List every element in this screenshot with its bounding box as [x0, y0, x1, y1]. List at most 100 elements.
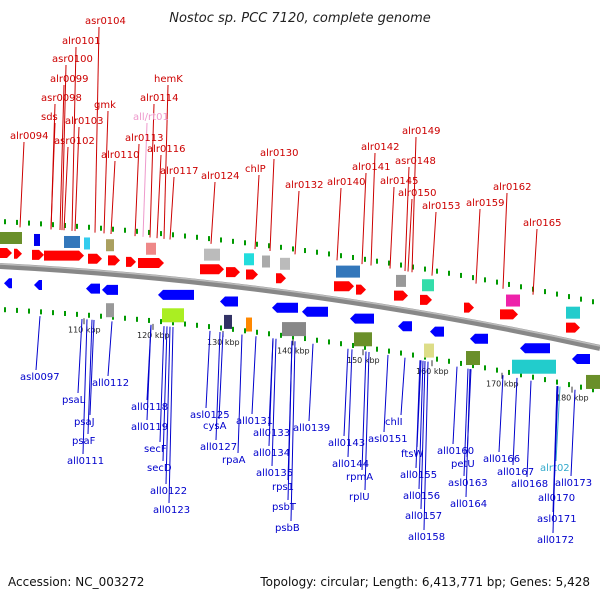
label-leader	[465, 368, 471, 498]
label-leader	[364, 351, 370, 491]
tick	[196, 322, 198, 328]
label-leader	[415, 360, 421, 469]
label-leader	[404, 166, 410, 272]
tick	[112, 226, 114, 232]
gene-block	[204, 248, 220, 261]
reverse-gene-label: all0135	[256, 468, 293, 479]
label-leader	[347, 349, 353, 458]
forward-gene-label: alr0124	[201, 171, 239, 182]
forward-gene-arrow	[500, 309, 518, 320]
tick	[280, 332, 282, 338]
label-leader	[287, 340, 293, 501]
reverse-gene-label: rpmA	[346, 472, 373, 483]
tick	[460, 360, 462, 366]
tick	[376, 346, 378, 352]
label-leader	[61, 64, 67, 231]
tick	[148, 317, 150, 323]
forward-gene-label: alr0132	[285, 180, 323, 191]
tick	[580, 384, 582, 390]
tick	[352, 254, 354, 260]
tick	[40, 221, 42, 227]
forward-gene-label: alr0114	[140, 93, 178, 104]
label-leader	[103, 110, 109, 234]
tick	[136, 228, 138, 234]
forward-gene-arrow	[420, 294, 432, 305]
tick	[172, 232, 174, 238]
tick	[76, 223, 78, 229]
tick	[100, 313, 102, 319]
tick	[388, 260, 390, 266]
tick	[88, 312, 90, 318]
reverse-gene-label: all0118	[131, 402, 168, 413]
label-leader	[336, 187, 342, 261]
reverse-gene-arrow	[34, 279, 42, 290]
gene-block	[244, 253, 254, 266]
label-leader	[294, 190, 300, 255]
tick	[400, 350, 402, 356]
gene-block	[146, 242, 156, 255]
kbp-label: 160 kbp	[416, 367, 449, 376]
label-leader	[169, 176, 175, 240]
tick	[244, 328, 246, 334]
reverse-gene-label: all0172	[537, 535, 574, 546]
label-leader	[452, 366, 458, 445]
reverse-gene-label: asl0125	[190, 410, 230, 421]
label-leader	[218, 332, 224, 420]
label-leader	[418, 360, 424, 490]
label-leader	[411, 136, 417, 273]
tick	[544, 289, 546, 295]
label-leader	[215, 331, 221, 441]
tick	[52, 310, 54, 316]
tick	[16, 307, 18, 313]
genome-title: Nostoc sp. PCC 7120, complete genome	[169, 11, 431, 26]
reverse-gene-arrow	[272, 302, 298, 313]
reverse-gene-arrow	[520, 343, 550, 354]
gene-block	[162, 308, 184, 323]
label-leader	[361, 351, 367, 471]
forward-gene-label: alr0153	[422, 201, 460, 212]
tick	[400, 262, 402, 268]
tick	[568, 294, 570, 300]
tick	[124, 227, 126, 233]
tick	[580, 296, 582, 302]
reverse-gene-arrow	[350, 313, 374, 324]
reverse-gene-label: psbB	[275, 523, 300, 534]
reverse-gene-arrow	[430, 326, 444, 337]
gene-block	[422, 279, 434, 292]
forward-gene-arrow	[0, 248, 12, 258]
tick	[172, 320, 174, 326]
tick	[316, 337, 318, 343]
tick	[184, 233, 186, 239]
tick	[556, 291, 558, 297]
reverse-gene-arrow	[470, 333, 488, 344]
tick	[520, 372, 522, 378]
forward-gene-arrow	[246, 269, 258, 280]
forward-gene-arrow	[32, 249, 44, 260]
tick	[592, 299, 594, 305]
forward-gene-arrow	[14, 248, 22, 259]
green-tick-marks	[4, 219, 594, 393]
tick	[484, 365, 486, 371]
forward-gene-arrow	[394, 290, 408, 301]
reverse-gene-arrow	[158, 289, 194, 300]
tick	[436, 356, 438, 362]
reverse-gene-label: all0133	[253, 428, 290, 439]
forward-gene-arrow	[88, 253, 102, 264]
tick	[292, 334, 294, 340]
tick	[544, 377, 546, 383]
tick	[280, 244, 282, 250]
reverse-gene-label: all0160	[437, 446, 474, 457]
tick	[292, 246, 294, 252]
label-leader	[389, 186, 395, 269]
reverse-gene-labels: asl0097psaLpsaJpsaFall0111all0112all0118…	[20, 316, 592, 546]
tick	[508, 369, 510, 375]
forward-gene-label: alr0130	[260, 148, 298, 159]
gene-block	[506, 294, 520, 307]
forward-gene-label: alr0116	[147, 144, 185, 155]
tick	[388, 348, 390, 354]
label-leader	[50, 122, 56, 230]
forward-gene-label: alr0149	[402, 126, 440, 137]
reverse-gene-label: all0134	[253, 448, 290, 459]
tick	[304, 336, 306, 342]
tick	[184, 321, 186, 327]
